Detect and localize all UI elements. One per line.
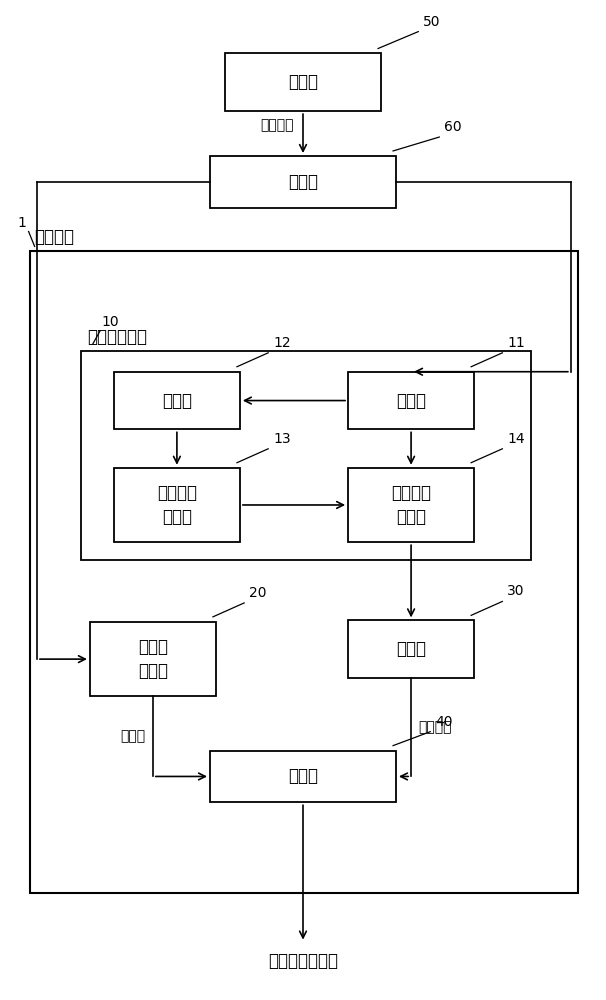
Text: 50: 50 (423, 15, 441, 29)
Text: 影像处理装置: 影像处理装置 (87, 328, 147, 346)
Bar (210, 156, 396, 208)
Text: 发送用影像信号: 发送用影像信号 (268, 952, 338, 970)
Bar (348, 620, 474, 678)
Text: 计算部: 计算部 (162, 392, 192, 410)
Text: 发送装置: 发送装置 (35, 228, 75, 246)
Text: 消音影像
插入部: 消音影像 插入部 (391, 484, 431, 526)
Text: 13: 13 (273, 432, 291, 446)
Text: 元信息: 元信息 (121, 729, 145, 743)
Text: 元信息
生成部: 元信息 生成部 (138, 638, 168, 680)
Bar (81, 351, 531, 560)
Text: 10: 10 (102, 315, 119, 329)
Text: 11: 11 (507, 336, 525, 350)
Bar (210, 751, 396, 802)
Bar (348, 372, 474, 429)
Text: 影像数据: 影像数据 (418, 720, 452, 734)
Text: 编码器: 编码器 (396, 640, 426, 658)
Text: 40: 40 (435, 715, 453, 729)
Bar (30, 251, 578, 893)
Text: 发送部: 发送部 (288, 767, 318, 785)
Text: 20: 20 (249, 586, 267, 600)
Text: 消音影像
生成部: 消音影像 生成部 (157, 484, 197, 526)
Bar (114, 372, 240, 429)
Text: 录制器: 录制器 (288, 173, 318, 191)
Text: 14: 14 (507, 432, 525, 446)
Text: 60: 60 (444, 120, 462, 134)
Text: 照相机: 照相机 (288, 73, 318, 91)
Bar (90, 622, 216, 696)
Bar (114, 468, 240, 542)
Text: 30: 30 (507, 584, 525, 598)
Text: 1: 1 (18, 216, 27, 230)
Bar (348, 468, 474, 542)
Text: 影像信号: 影像信号 (261, 119, 294, 133)
Text: 取得部: 取得部 (396, 392, 426, 410)
Bar (225, 53, 381, 111)
Text: 12: 12 (273, 336, 291, 350)
